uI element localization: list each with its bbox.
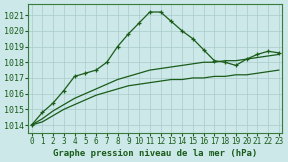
X-axis label: Graphe pression niveau de la mer (hPa): Graphe pression niveau de la mer (hPa) <box>53 149 257 158</box>
